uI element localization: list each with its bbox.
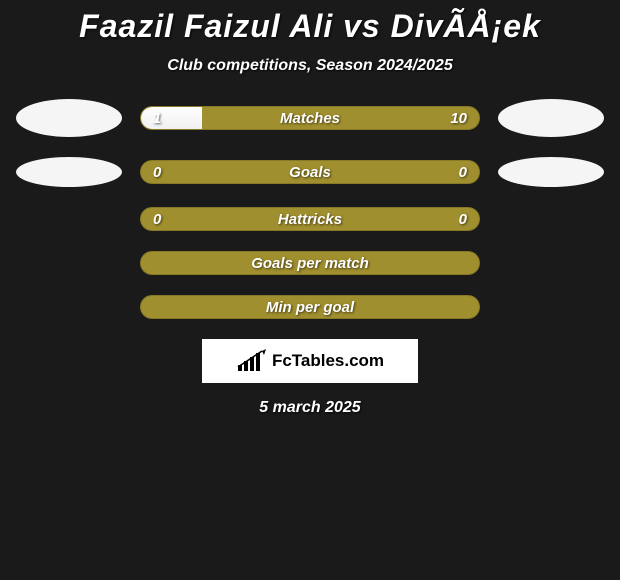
comparison-subtitle: Club competitions, Season 2024/2025 (0, 57, 620, 75)
player-avatar-right (498, 157, 604, 187)
chart-icon (236, 349, 268, 373)
stat-bar: 0 Hattricks 0 (140, 207, 480, 231)
logo-box: FcTables.com (202, 339, 418, 383)
stat-row: 0 Goals 0 (0, 157, 620, 187)
stat-label: Min per goal (266, 299, 354, 316)
stat-value-left: 0 (153, 164, 161, 181)
player-avatar-left (16, 99, 122, 137)
stat-label: Matches (280, 110, 340, 127)
stat-row: Min per goal (0, 295, 620, 319)
stats-container: 1 Matches 10 0 Goals 0 0 Hattricks 0 Goals per ma… (0, 99, 620, 319)
stat-row: 1 Matches 10 (0, 99, 620, 137)
comparison-title: Faazil Faizul Ali vs DivÃÅ¡ek (0, 8, 620, 45)
stat-value-left: 1 (153, 110, 161, 127)
stat-value-right: 10 (450, 110, 467, 127)
stat-row: Goals per match (0, 251, 620, 275)
stat-value-left: 0 (153, 211, 161, 228)
date-text: 5 march 2025 (0, 399, 620, 417)
stat-bar: 0 Goals 0 (140, 160, 480, 184)
stat-bar: Goals per match (140, 251, 480, 275)
stat-bar: Min per goal (140, 295, 480, 319)
stat-value-right: 0 (459, 164, 467, 181)
logo-text: FcTables.com (272, 351, 384, 371)
stat-label: Goals per match (251, 255, 369, 272)
stat-label: Goals (289, 164, 331, 181)
stat-bar-fill (141, 107, 202, 129)
stat-row: 0 Hattricks 0 (0, 207, 620, 231)
player-avatar-right (498, 99, 604, 137)
stat-label: Hattricks (278, 211, 342, 228)
stat-bar: 1 Matches 10 (140, 106, 480, 130)
stat-value-right: 0 (459, 211, 467, 228)
player-avatar-left (16, 157, 122, 187)
